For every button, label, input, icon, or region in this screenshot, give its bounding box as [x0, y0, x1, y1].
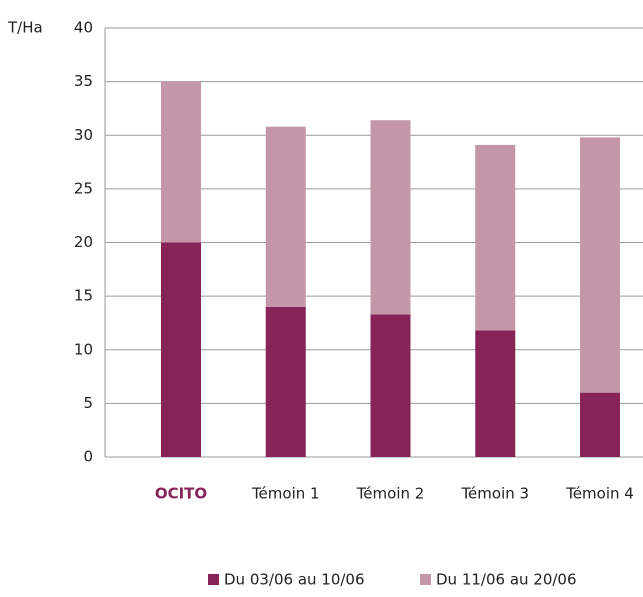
x-tick-label: OCITO — [155, 485, 207, 503]
y-tick-label: 40 — [74, 19, 93, 37]
bar-segment — [475, 330, 516, 457]
bar-segment — [161, 81, 201, 243]
legend-swatch — [420, 574, 431, 585]
bar-segment — [161, 242, 201, 457]
y-tick-label: 30 — [74, 126, 93, 144]
bar-segment — [265, 126, 306, 307]
x-tick-label: Témoin 1 — [251, 485, 320, 503]
y-tick-label: 10 — [74, 340, 93, 358]
y-tick-label: 0 — [83, 448, 93, 466]
y-axis-label: T/Ha — [7, 19, 43, 37]
legend-label: Du 03/06 au 10/06 — [224, 571, 365, 589]
x-tick-label: Témoin 3 — [460, 485, 529, 503]
bar-segment — [475, 144, 516, 331]
bar-segment — [580, 137, 620, 393]
legend-label: Du 11/06 au 20/06 — [436, 571, 577, 589]
y-tick-label: 5 — [83, 394, 93, 412]
y-tick-label: 35 — [74, 72, 93, 90]
x-tick-label: Témoin 2 — [356, 485, 425, 503]
y-tick-label: 25 — [74, 179, 93, 197]
bar-segment — [580, 392, 620, 457]
y-tick-label: 15 — [74, 287, 93, 305]
x-tick-label: Témoin 4 — [565, 485, 634, 503]
y-tick-label: 20 — [74, 233, 93, 251]
bar-segment — [370, 314, 411, 457]
bar-segment — [265, 306, 306, 457]
legend-swatch — [208, 574, 219, 585]
bar-segment — [370, 120, 411, 315]
